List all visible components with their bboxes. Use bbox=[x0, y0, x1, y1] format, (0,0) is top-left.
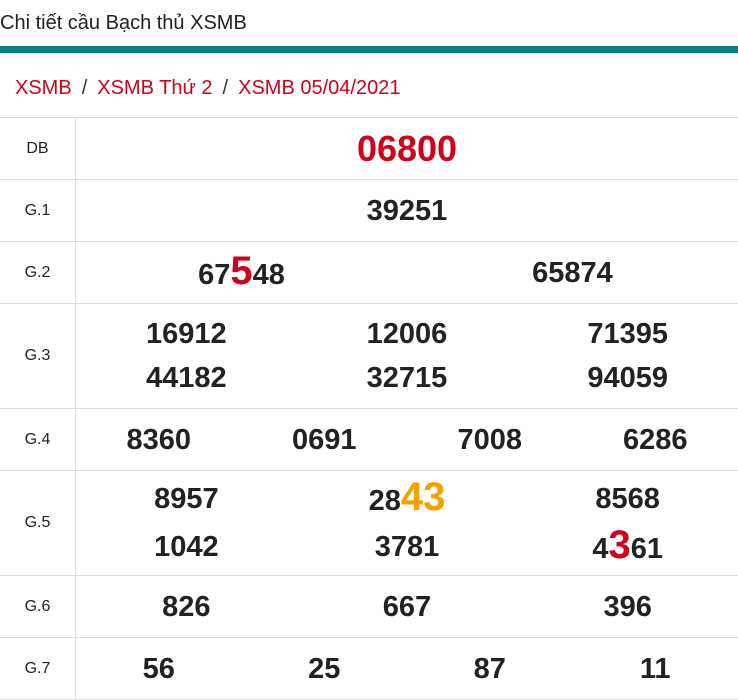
digits: 826 bbox=[162, 590, 211, 623]
digits: 4 bbox=[592, 533, 609, 565]
prize-label: G.1 bbox=[0, 179, 76, 242]
prize-label: G.7 bbox=[0, 637, 76, 700]
digits: 6286 bbox=[622, 423, 688, 456]
number-grid: 56 25 87 11 bbox=[76, 647, 738, 691]
lottery-number: 67548 bbox=[76, 249, 407, 297]
prize-row-g4: G.4 8360 0691 7008 6286 bbox=[0, 408, 738, 471]
digits: 87 bbox=[473, 652, 506, 685]
highlighted-digits: 5 bbox=[230, 248, 253, 293]
highlighted-digits: 43 bbox=[400, 475, 446, 519]
digits: 61 bbox=[630, 533, 663, 565]
number-grid: 06800 bbox=[76, 127, 738, 171]
digits: 39251 bbox=[366, 194, 448, 227]
prize-label: G.4 bbox=[0, 408, 76, 471]
prize-label: G.3 bbox=[0, 303, 76, 409]
lottery-number: 56 bbox=[76, 647, 242, 691]
lottery-number: 65874 bbox=[407, 251, 738, 295]
lottery-number: 4361 bbox=[517, 523, 738, 571]
number-grid: 826 667 396 bbox=[76, 585, 738, 629]
results-table: DB 06800 G.1 39251 G.2 67548 65874 G.3 16912 1200… bbox=[0, 117, 738, 700]
prize-label: DB bbox=[0, 117, 76, 180]
prize-numbers: 8957 2843 8568 1042 3781 4361 bbox=[75, 470, 738, 576]
lottery-number: 32715 bbox=[297, 356, 518, 400]
digits: 667 bbox=[382, 590, 432, 623]
prize-row-g2: G.2 67548 65874 bbox=[0, 241, 738, 304]
prize-label: G.5 bbox=[0, 470, 76, 576]
prize-row-g3: G.3 16912 12006 71395 44182 32715 94059 bbox=[0, 303, 738, 409]
lottery-number: 6286 bbox=[573, 418, 738, 462]
lottery-number: 87 bbox=[407, 647, 573, 691]
digits: 28 bbox=[368, 485, 401, 517]
prize-numbers: 8360 0691 7008 6286 bbox=[75, 408, 738, 471]
prize-row-g7: G.7 56 25 87 11 bbox=[0, 637, 738, 700]
digits: 56 bbox=[142, 652, 175, 685]
prize-numbers: 39251 bbox=[75, 179, 738, 242]
breadcrumb-xsmb-thu-2[interactable]: XSMB Thứ 2 bbox=[97, 77, 213, 99]
highlighted-digits: 3 bbox=[608, 523, 631, 567]
lottery-number: 2843 bbox=[297, 475, 518, 523]
prize-row-g1: G.1 39251 bbox=[0, 179, 738, 242]
digits: 44182 bbox=[146, 362, 227, 394]
breadcrumb-separator: / bbox=[81, 77, 88, 99]
number-grid: 16912 12006 71395 44182 32715 94059 bbox=[76, 312, 738, 400]
digits: 1042 bbox=[154, 531, 219, 563]
breadcrumb-separator: / bbox=[222, 77, 229, 99]
prize-numbers: 56 25 87 11 bbox=[75, 637, 738, 700]
prize-row-g6: G.6 826 667 396 bbox=[0, 575, 738, 638]
lottery-number: 06800 bbox=[76, 127, 738, 171]
page-title: Chi tiết cầu Bạch thủ XSMB bbox=[0, 0, 738, 53]
lottery-number: 667 bbox=[297, 585, 518, 629]
breadcrumb-xsmb[interactable]: XSMB bbox=[15, 77, 72, 99]
lottery-number: 8568 bbox=[517, 477, 738, 521]
lottery-number: 94059 bbox=[517, 356, 738, 400]
digits: 48 bbox=[252, 258, 285, 291]
digits: 396 bbox=[603, 590, 652, 623]
prize-label: G.6 bbox=[0, 575, 76, 638]
lottery-number: 3781 bbox=[297, 525, 518, 569]
digits: 32715 bbox=[366, 362, 448, 394]
digits: 8957 bbox=[154, 483, 219, 515]
number-grid: 67548 65874 bbox=[76, 249, 738, 297]
lottery-number: 1042 bbox=[76, 525, 297, 569]
digits: 94059 bbox=[587, 362, 668, 394]
digits: 12006 bbox=[366, 318, 448, 350]
digits: 67 bbox=[198, 258, 231, 291]
digits: 16912 bbox=[146, 318, 227, 350]
digits: 3781 bbox=[374, 531, 440, 563]
lottery-number: 71395 bbox=[517, 312, 738, 356]
digits: 65874 bbox=[532, 256, 613, 289]
prize-numbers: 826 667 396 bbox=[75, 575, 738, 638]
prize-label: G.2 bbox=[0, 241, 76, 304]
digits: 8360 bbox=[126, 423, 191, 456]
lottery-number: 7008 bbox=[407, 418, 573, 462]
digits: 06800 bbox=[356, 127, 458, 169]
digits: 8568 bbox=[595, 483, 660, 515]
lottery-number: 39251 bbox=[76, 189, 738, 233]
lottery-number: 396 bbox=[517, 585, 738, 629]
lottery-number: 826 bbox=[76, 585, 297, 629]
prize-row-g5: G.5 8957 2843 8568 1042 3781 4361 bbox=[0, 470, 738, 576]
lottery-number: 0691 bbox=[242, 418, 408, 462]
number-grid: 8957 2843 8568 1042 3781 4361 bbox=[76, 475, 738, 571]
prize-row-db: DB 06800 bbox=[0, 117, 738, 180]
digits: 0691 bbox=[291, 423, 357, 456]
number-grid: 39251 bbox=[76, 189, 738, 233]
lottery-number: 8957 bbox=[76, 477, 297, 521]
prize-numbers: 06800 bbox=[75, 117, 738, 180]
lottery-number: 8360 bbox=[76, 418, 242, 462]
prize-numbers: 67548 65874 bbox=[75, 241, 738, 304]
digits: 71395 bbox=[587, 318, 668, 350]
number-grid: 8360 0691 7008 6286 bbox=[76, 418, 738, 462]
digits: 25 bbox=[308, 652, 341, 685]
digits: 11 bbox=[639, 652, 671, 685]
lottery-number: 12006 bbox=[297, 312, 518, 356]
lottery-number: 16912 bbox=[76, 312, 297, 356]
prize-numbers: 16912 12006 71395 44182 32715 94059 bbox=[75, 303, 738, 409]
lottery-number: 11 bbox=[573, 647, 738, 691]
breadcrumb: XSMB / XSMB Thứ 2 / XSMB 05/04/2021 bbox=[0, 53, 738, 117]
digits: 7008 bbox=[457, 423, 522, 456]
lottery-number: 25 bbox=[242, 647, 408, 691]
lottery-number: 44182 bbox=[76, 356, 297, 400]
breadcrumb-xsmb-date[interactable]: XSMB 05/04/2021 bbox=[238, 77, 401, 99]
